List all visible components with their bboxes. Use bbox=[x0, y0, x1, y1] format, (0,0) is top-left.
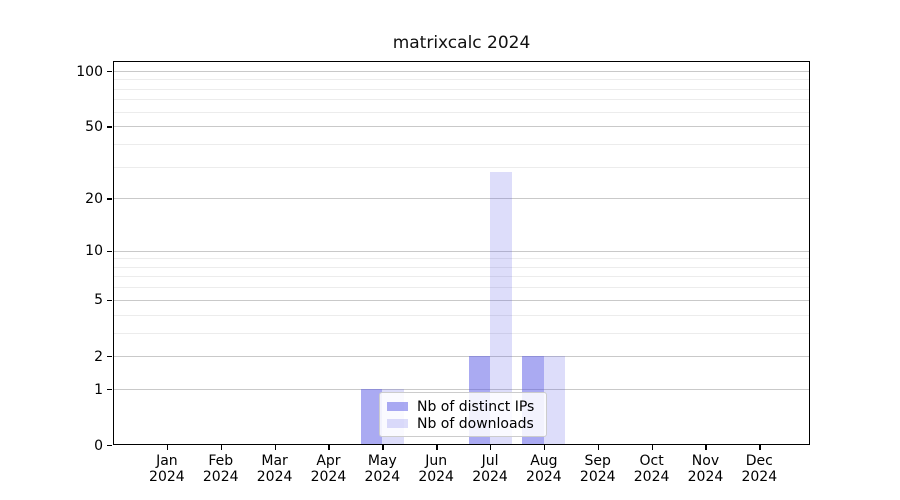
legend-swatch-distinct-ips bbox=[387, 402, 408, 411]
x-tick-may-2024 bbox=[382, 445, 384, 450]
legend-label-downloads: Nb of downloads bbox=[417, 415, 534, 432]
y-tick-1 bbox=[107, 388, 112, 391]
y-tick-10 bbox=[107, 250, 112, 252]
chart-title: matrixcalc 2024 bbox=[392, 33, 531, 53]
y-tick-label-5: 5 bbox=[94, 292, 103, 309]
x-tick-label-nov-2024: Nov 2024 bbox=[687, 453, 724, 485]
y-tick-100 bbox=[107, 70, 112, 73]
x-tick-label-dec-2024: Dec 2024 bbox=[741, 453, 778, 485]
gridline-major-10 bbox=[113, 250, 810, 252]
bar-nb-of-downloads-aug-2024 bbox=[543, 355, 566, 445]
gridline-minor-80 bbox=[113, 88, 810, 90]
gridline-minor-8 bbox=[113, 266, 810, 268]
x-tick-mar-2024 bbox=[274, 445, 276, 450]
y-tick-label-10: 10 bbox=[85, 243, 103, 260]
bar-nb-of-downloads-jul-2024 bbox=[490, 171, 512, 445]
x-tick-label-sep-2024: Sep 2024 bbox=[579, 453, 616, 485]
x-tick-sep-2024 bbox=[597, 445, 600, 450]
x-tick-aug-2024 bbox=[543, 445, 546, 450]
gridline-minor-4 bbox=[113, 314, 810, 316]
bar-nb-of-distinct-ips-may-2024 bbox=[360, 388, 383, 445]
x-tick-jul-2024 bbox=[490, 445, 492, 450]
x-tick-label-jun-2024: Jun 2024 bbox=[418, 453, 454, 485]
x-tick-label-feb-2024: Feb 2024 bbox=[202, 453, 239, 485]
x-tick-apr-2024 bbox=[328, 445, 330, 450]
x-tick-feb-2024 bbox=[220, 445, 223, 450]
gridline-minor-6 bbox=[113, 287, 810, 289]
gridline-minor-30 bbox=[113, 166, 810, 168]
gridline-major-100 bbox=[113, 70, 810, 72]
y-tick-20 bbox=[107, 198, 112, 200]
gridline-minor-3 bbox=[113, 332, 810, 334]
gridline-minor-60 bbox=[113, 111, 810, 113]
gridline-major-1 bbox=[113, 388, 810, 390]
y-tick-label-2: 2 bbox=[94, 348, 103, 365]
x-tick-jun-2024 bbox=[436, 445, 438, 450]
gridline-major-50 bbox=[113, 126, 810, 128]
legend-label-distinct-ips: Nb of distinct IPs bbox=[417, 398, 535, 415]
legend-entry-distinct-ips: Nb of distinct IPs bbox=[387, 398, 546, 415]
gridline-minor-40 bbox=[113, 143, 810, 145]
y-tick-5 bbox=[107, 299, 112, 302]
gridline-major-2 bbox=[113, 355, 810, 357]
x-tick-label-apr-2024: Apr 2024 bbox=[310, 453, 347, 485]
x-tick-label-jan-2024: Jan 2024 bbox=[149, 453, 185, 485]
legend: Nb of distinct IPs Nb of downloads bbox=[379, 392, 547, 437]
y-tick-50 bbox=[107, 126, 112, 128]
x-tick-nov-2024 bbox=[705, 445, 707, 450]
x-tick-label-mar-2024: Mar 2024 bbox=[256, 453, 293, 485]
y-tick-0 bbox=[107, 445, 112, 447]
gridline-major-5 bbox=[113, 299, 810, 301]
x-tick-dec-2024 bbox=[759, 445, 761, 450]
x-tick-label-jul-2024: Jul 2024 bbox=[472, 453, 508, 485]
y-tick-label-50: 50 bbox=[85, 118, 103, 135]
x-tick-label-oct-2024: Oct 2024 bbox=[633, 453, 670, 485]
y-tick-label-20: 20 bbox=[85, 190, 103, 207]
gridline-minor-70 bbox=[113, 99, 810, 101]
gridline-minor-9 bbox=[113, 258, 810, 260]
y-tick-2 bbox=[107, 355, 112, 358]
y-tick-label-1: 1 bbox=[94, 381, 103, 398]
gridline-minor-90 bbox=[113, 79, 810, 81]
x-tick-label-may-2024: May 2024 bbox=[364, 453, 401, 485]
legend-entry-downloads: Nb of downloads bbox=[387, 415, 546, 432]
y-tick-label-0: 0 bbox=[94, 437, 103, 454]
y-tick-label-100: 100 bbox=[76, 63, 103, 80]
x-tick-oct-2024 bbox=[651, 445, 653, 450]
x-tick-label-aug-2024: Aug 2024 bbox=[526, 453, 562, 485]
legend-swatch-downloads bbox=[387, 419, 408, 428]
x-tick-jan-2024 bbox=[166, 445, 169, 450]
plot-area bbox=[113, 61, 810, 445]
gridline-minor-7 bbox=[113, 276, 810, 278]
gridline-major-20 bbox=[113, 198, 810, 200]
